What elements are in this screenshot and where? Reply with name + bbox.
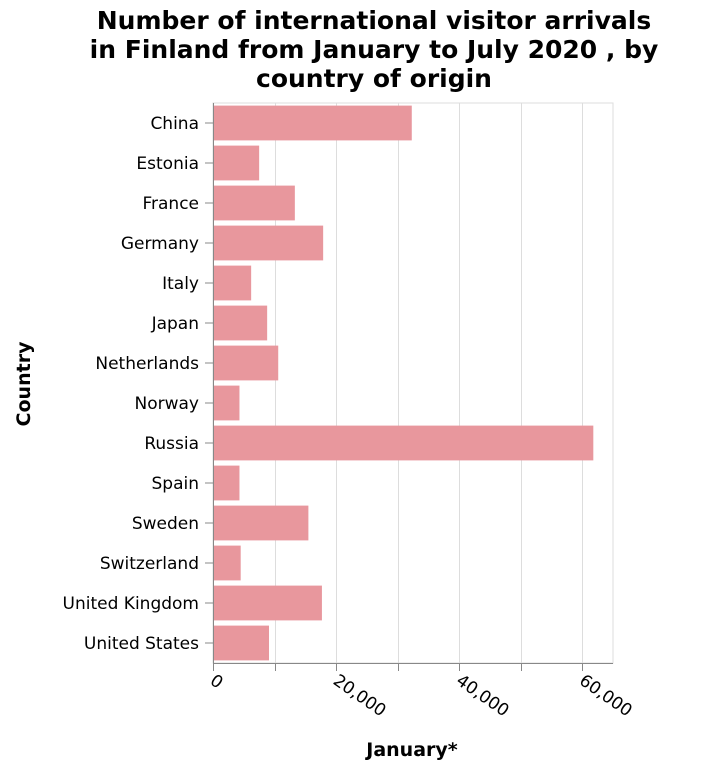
bar-united-kingdom xyxy=(213,585,322,621)
y-tick-label: Spain xyxy=(152,474,200,494)
y-tick-label: Sweden xyxy=(132,514,199,534)
y-tick-label: Netherlands xyxy=(95,354,199,374)
bar-united-states xyxy=(213,625,269,661)
bar-italy xyxy=(213,265,252,301)
x-axis-title: January* xyxy=(364,739,458,761)
chart-title-line-3: country of origin xyxy=(256,64,492,93)
bar-sweden xyxy=(213,505,309,541)
y-tick-label: Germany xyxy=(121,234,199,254)
y-tick-label: Italy xyxy=(162,274,199,294)
x-tick-label: 60,000 xyxy=(575,671,635,722)
y-tick-label: Russia xyxy=(144,434,199,454)
y-tick-label: Japan xyxy=(151,314,199,334)
bar-norway xyxy=(213,385,240,421)
bar-estonia xyxy=(213,145,260,181)
axes: China Estonia France Germany Italy Japan Nethe… xyxy=(63,103,636,721)
bar-russia xyxy=(213,425,594,461)
y-axis-title: Country xyxy=(13,341,35,427)
bar-spain xyxy=(213,465,240,501)
bar-switzerland xyxy=(213,545,241,581)
bars xyxy=(213,105,594,661)
chart-title-line-2: in Finland from January to July 2020 , b… xyxy=(89,35,659,64)
bar-china xyxy=(213,105,412,141)
chart-title-line-1: Number of international visitor arrivals xyxy=(96,6,652,35)
y-tick-label: Norway xyxy=(135,394,200,414)
x-tick-label: 20,000 xyxy=(329,671,389,722)
y-tick-label: Estonia xyxy=(136,154,199,174)
y-tick-label: United States xyxy=(84,634,199,654)
bar-japan xyxy=(213,305,268,341)
x-tick-label: 0 xyxy=(206,671,226,694)
bar-netherlands xyxy=(213,345,279,381)
y-tick-label: France xyxy=(142,194,199,214)
bar-germany xyxy=(213,225,324,261)
y-tick-label: Switzerland xyxy=(100,554,199,574)
chart-title: Number of international visitor arrivals… xyxy=(40,6,708,93)
bar-france xyxy=(213,185,295,221)
x-tick-label: 40,000 xyxy=(452,671,512,722)
y-tick-label: United Kingdom xyxy=(63,594,199,614)
y-tick-label: China xyxy=(150,114,199,134)
